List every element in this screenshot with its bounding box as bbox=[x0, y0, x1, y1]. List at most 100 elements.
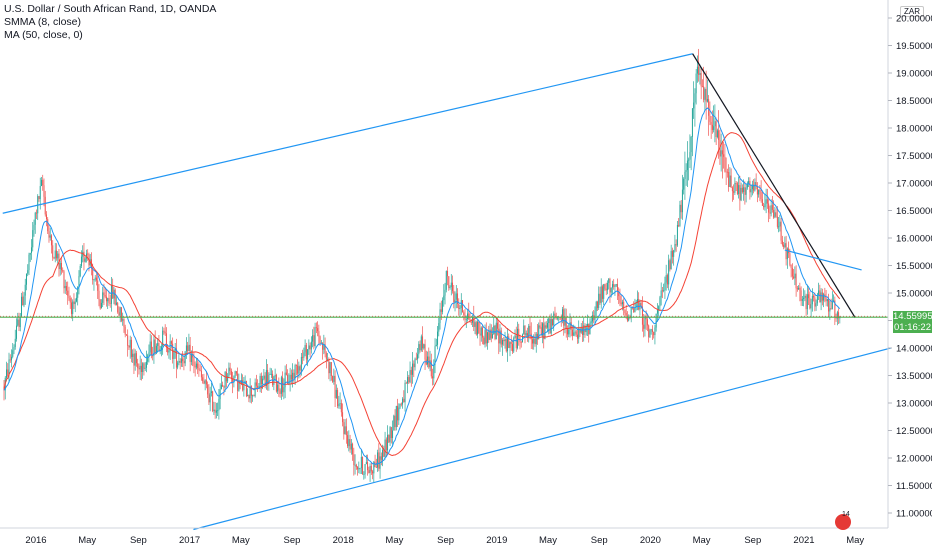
candle-body bbox=[239, 380, 241, 384]
candle-body bbox=[217, 410, 219, 412]
symbol-title[interactable]: U.S. Dollar / South African Rand, 1D, OA… bbox=[4, 3, 217, 15]
candle-body bbox=[30, 247, 32, 253]
candle-body bbox=[353, 454, 355, 466]
candle-body bbox=[651, 329, 653, 332]
candle-body bbox=[540, 327, 542, 336]
candle-body bbox=[599, 293, 601, 303]
candle-body bbox=[435, 344, 437, 347]
candle-body bbox=[78, 276, 80, 287]
candle-body bbox=[500, 330, 502, 345]
candle-body bbox=[13, 347, 15, 351]
candle-body bbox=[561, 309, 563, 320]
candle-body bbox=[75, 297, 77, 302]
candle-body bbox=[152, 355, 154, 357]
ma-indicator-label[interactable]: MA (50, close, 0) bbox=[4, 29, 83, 41]
candle-body bbox=[229, 367, 231, 372]
candle-body bbox=[312, 335, 314, 342]
candle-body bbox=[220, 384, 222, 390]
candle-body bbox=[765, 199, 767, 204]
x-tick-label: Sep bbox=[744, 535, 761, 546]
candle-body bbox=[798, 287, 800, 290]
candle-body bbox=[183, 361, 185, 364]
smma-indicator-label[interactable]: SMMA (8, close) bbox=[4, 16, 82, 28]
candle-body bbox=[590, 321, 592, 323]
candle-body bbox=[130, 339, 132, 357]
candle-body bbox=[344, 426, 346, 435]
candle-body bbox=[623, 301, 625, 310]
candle-body bbox=[394, 415, 396, 428]
candle-body bbox=[690, 136, 692, 153]
candle-body bbox=[320, 342, 322, 344]
x-tick-label: Sep bbox=[591, 535, 608, 546]
candle-body bbox=[18, 319, 20, 328]
candle-body bbox=[50, 235, 52, 246]
candle-body bbox=[539, 325, 541, 328]
candle-body bbox=[38, 196, 40, 200]
candle-body bbox=[440, 309, 442, 312]
candle-body bbox=[60, 262, 62, 271]
candle-body bbox=[470, 321, 472, 323]
candle-body bbox=[410, 369, 412, 375]
candle-body bbox=[768, 203, 770, 213]
candle-body bbox=[144, 367, 146, 369]
candle-body bbox=[447, 270, 449, 277]
candle-body bbox=[691, 108, 693, 137]
candle-body bbox=[167, 347, 169, 353]
candle-body bbox=[228, 367, 230, 377]
candle-body bbox=[604, 284, 606, 289]
candle-body bbox=[388, 434, 390, 443]
candle-body bbox=[139, 365, 141, 370]
candle-body bbox=[87, 253, 89, 255]
candle-body bbox=[282, 377, 284, 393]
candle-body bbox=[84, 258, 86, 262]
candle-body bbox=[493, 325, 495, 335]
candle-body bbox=[99, 299, 101, 309]
candle-body bbox=[118, 312, 120, 316]
candle-body bbox=[544, 325, 546, 339]
candle-body bbox=[834, 300, 836, 318]
candle-body bbox=[210, 391, 212, 393]
candle-body bbox=[288, 382, 290, 384]
candle-body bbox=[467, 313, 469, 319]
candle-body bbox=[332, 376, 334, 382]
candle-body bbox=[805, 295, 807, 310]
candle-body bbox=[114, 289, 116, 305]
candle-body bbox=[157, 343, 159, 346]
candle-body bbox=[578, 328, 580, 339]
candle-body bbox=[43, 185, 45, 197]
candle-body bbox=[688, 159, 690, 161]
currency-badge[interactable]: ZAR bbox=[900, 6, 924, 17]
candle-body bbox=[47, 219, 49, 232]
candle-body bbox=[140, 365, 142, 373]
candle-body bbox=[630, 307, 632, 318]
candle-body bbox=[63, 271, 65, 289]
x-tick-label: 2021 bbox=[793, 535, 814, 546]
candle-body bbox=[704, 89, 706, 100]
candle-body bbox=[253, 395, 255, 397]
candle-body bbox=[334, 375, 336, 399]
candle-body bbox=[648, 325, 650, 338]
candle-body bbox=[368, 470, 370, 474]
candle-body bbox=[633, 308, 635, 313]
candle-body bbox=[83, 251, 85, 262]
drawings[interactable] bbox=[0, 53, 892, 531]
candle-body bbox=[479, 333, 481, 336]
y-tick-label: 13.50000 bbox=[896, 371, 932, 382]
candle-body bbox=[695, 73, 697, 94]
candle-body bbox=[328, 359, 330, 374]
candle-body bbox=[502, 339, 504, 345]
candle-body bbox=[112, 284, 114, 299]
candle-body bbox=[329, 362, 331, 374]
candle-body bbox=[370, 465, 372, 472]
candle-body bbox=[27, 270, 29, 274]
candle-body bbox=[504, 339, 506, 342]
candle-body bbox=[324, 344, 326, 354]
candle-body bbox=[25, 273, 27, 285]
candle-body bbox=[743, 187, 745, 192]
candle-body bbox=[245, 380, 247, 397]
candle-body bbox=[800, 290, 802, 301]
flag-icon[interactable] bbox=[835, 514, 851, 530]
candle-body bbox=[666, 275, 668, 285]
candle-body bbox=[369, 465, 371, 474]
